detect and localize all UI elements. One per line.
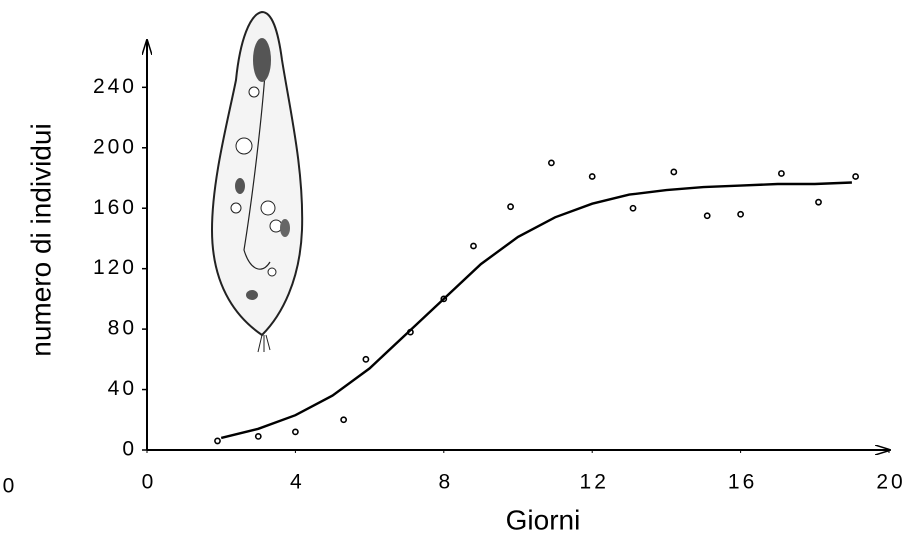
data-point — [703, 212, 711, 220]
data-point — [470, 242, 477, 250]
x-tick-label: 4 — [290, 471, 305, 494]
annotation: 0 — [3, 475, 18, 498]
data-point — [507, 203, 514, 211]
data-point — [670, 168, 678, 176]
y-tick-label: 200 — [93, 135, 137, 158]
data-point — [588, 173, 596, 180]
x-tick-label: 8 — [438, 471, 453, 494]
y-axis-label: numero di individui — [25, 123, 56, 356]
x-tick-label: 16 — [728, 471, 757, 494]
y-tick-label: 120 — [93, 256, 137, 279]
y-tick-label: 160 — [93, 196, 137, 219]
data-point — [737, 210, 744, 218]
x-tick-label: 12 — [580, 471, 609, 494]
data-point — [629, 204, 637, 212]
data-point — [254, 432, 262, 440]
y-tick-label: 80 — [108, 317, 137, 340]
data-point — [340, 416, 348, 424]
x-axis-label: Giorni — [506, 504, 581, 535]
x-tick-label: 20 — [876, 471, 905, 494]
data-point — [362, 355, 370, 363]
data-point — [291, 428, 299, 436]
paramecium-illustration — [210, 10, 304, 353]
data-point — [852, 173, 860, 180]
y-tick-label: 240 — [93, 75, 137, 98]
y-tick-label: 0 — [122, 438, 137, 461]
data-point — [778, 170, 785, 177]
data-point — [547, 159, 555, 167]
data-point — [815, 198, 822, 206]
fit-curve — [220, 181, 852, 440]
y-tick-label: 40 — [108, 377, 137, 400]
data-point — [214, 437, 221, 445]
x-tick-label: 0 — [142, 471, 157, 494]
